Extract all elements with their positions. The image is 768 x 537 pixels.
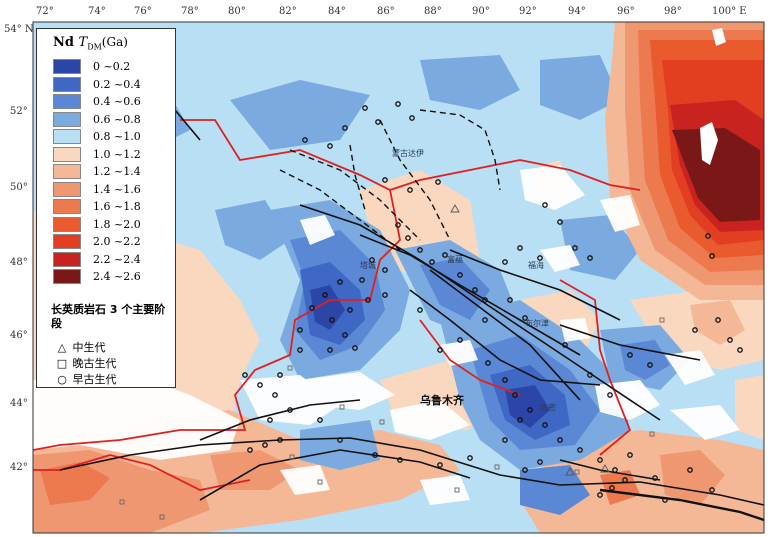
lon-label: 88° [424,6,442,17]
legend-class-label: 1.2 ~1.4 [93,165,141,178]
place-fuhai: 福海 [528,260,544,270]
circle-icon: ○ [57,373,67,386]
legend-class-label: 2.4 ~2.6 [93,270,141,283]
legend-swatch [53,251,81,267]
dashed-faults [279,109,501,251]
lon-label: 76° [134,6,152,17]
triangle-icon: △ [57,341,67,354]
legend-class-label: 1.6 ~1.8 [93,200,141,213]
place-fuyun: 富蕴 [447,254,463,264]
square-markers [119,317,665,520]
lat-label: 48° [10,257,28,268]
lon-label: 82° [279,6,297,17]
legend-swatch [53,129,81,144]
legend-class: 0.6 ~0.8 [53,111,173,128]
legend-swatch [53,111,81,127]
legend-class-label: 1.4 ~1.6 [93,182,141,196]
legend-class-label: 1.0 ~1.2 [93,147,141,161]
legend-class-label: 0.8 ~1.0 [93,130,141,143]
legend-symbol-mesozoic: △ 中生代 [55,339,106,355]
lon-label: 98° [664,6,682,17]
legend-class: 1.0 ~1.2 [53,146,173,163]
legend-swatch [53,234,81,249]
lon-label: 100° E [712,6,747,17]
lon-label: 80° [228,6,246,17]
legend-swatch [53,269,81,284]
sample-markers [242,101,743,503]
legend-class: 0.8 ~1.0 [53,129,173,145]
legend-class: 0.2 ~0.4 [53,76,173,93]
legend-class-label: 2.0 ~2.2 [93,235,141,248]
legend-class: 1.2 ~1.4 [53,164,173,180]
lat-label: 44° [10,398,28,409]
legend-stage-title: 长英质岩石 3 个主要阶段 [51,303,166,330]
lat-label: 42° [10,462,28,473]
lon-label: 74° [88,6,106,17]
place-bulqin: 布尔津 [525,318,549,328]
lat-label: 50° [10,182,28,193]
legend-swatch [53,216,81,232]
lon-label: 96° [617,6,635,17]
legend-class: 0.4 ~0.6 [53,94,173,110]
legend: Nd TDM(Ga) 0 ~0.2 0.2 ~0.4 0.4 ~0.6 0.6 ~0.… [36,28,176,388]
legend-swatch [53,199,81,214]
legend-class-label: 0.2 ~0.4 [93,77,141,91]
legend-class: 2.4 ~2.6 [53,269,173,285]
lon-label: 72° [36,6,54,17]
place-mongol-altai: 蒙古达伊 [392,148,424,158]
legend-class-label: 0 ~0.2 [93,60,131,73]
legend-class: 1.8 ~2.0 [53,216,173,233]
legend-class-label: 0.6 ~0.8 [93,112,141,126]
lon-label: 86° [377,6,395,17]
place-labels: 蒙古达伊 塔城 富蕴 福海 布尔津 哈密 乌鲁木齐 [360,148,556,412]
legend-class-label: 1.8 ~2.0 [93,217,141,231]
legend-title: Nd TDM(Ga) [53,35,128,52]
legend-class-label: 0.4 ~0.6 [93,95,141,108]
legend-symbol-early-paleozoic: ○ 早古生代 [55,371,116,387]
boundary-lines [33,119,641,491]
legend-swatch [53,76,81,92]
square-icon: □ [56,357,68,370]
lon-label: 94° [568,6,586,17]
longitude-labels: 72° 74° 76° 78° 80° 82° 84° 86° 88° 90° … [36,6,747,17]
lat-label: 54° N [4,24,34,35]
place-urumqi: 乌鲁木齐 [420,393,465,407]
lon-label: 84° [328,6,346,17]
legend-swatch [53,94,81,109]
lat-label: 52° [10,106,28,117]
lon-label: 78° [181,6,199,17]
legend-class: 2.2 ~2.4 [53,251,173,268]
legend-class-label: 2.2 ~2.4 [93,252,141,266]
map-frame [32,21,765,534]
place-hami: 哈密 [540,402,556,412]
legend-symbol-late-paleozoic: □ 晚古生代 [56,357,117,370]
lat-label: 46° [10,330,28,341]
fault-lines [59,109,764,506]
legend-class: 2.0 ~2.2 [53,234,173,250]
legend-swatch [53,59,81,74]
legend-class: 1.6 ~1.8 [53,199,173,215]
triangle-markers [450,204,610,476]
legend-swatch [53,164,81,179]
lon-label: 90° [472,6,490,17]
lon-label: 92° [519,6,537,17]
legend-class: 0 ~0.2 [53,59,173,75]
map-body: 蒙古达伊 塔城 富蕴 福海 布尔津 哈密 乌鲁木齐 [33,22,764,533]
legend-swatch [53,146,81,162]
place-tacheng: 塔城 [360,260,376,270]
legend-swatch [53,181,81,197]
latitude-labels: 54° N 52° 50° 48° 46° 44° 42° [4,24,34,473]
legend-class: 1.4 ~1.6 [53,181,173,198]
